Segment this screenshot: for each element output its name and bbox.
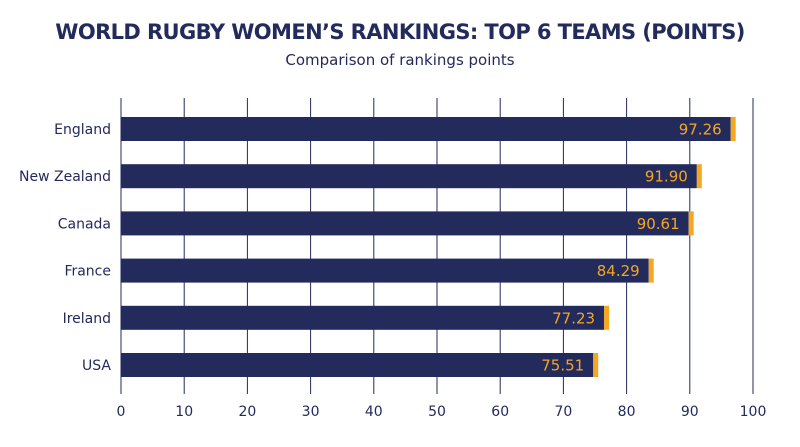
value-label: 97.26	[679, 121, 722, 139]
bar-cap	[688, 211, 694, 236]
x-tick-label: 60	[491, 404, 509, 420]
value-label: 77.23	[552, 309, 595, 327]
bar	[121, 258, 649, 283]
bar-cap	[730, 117, 736, 141]
x-tick-label: 80	[618, 404, 636, 420]
category-label: Ireland	[63, 311, 111, 327]
category-label: New Zealand	[19, 169, 111, 185]
category-label: Canada	[58, 216, 111, 232]
category-label: France	[64, 264, 111, 280]
chart-title: WORLD RUGBY WOMEN’S RANKINGS: TOP 6 TEAM…	[55, 20, 745, 44]
value-label: 91.90	[645, 168, 688, 186]
bar	[121, 305, 605, 330]
chart-subtitle: Comparison of rankings points	[285, 51, 515, 69]
bar	[121, 353, 594, 377]
value-label: 90.61	[637, 215, 680, 233]
gridlines	[120, 98, 754, 394]
x-tick-label: 100	[740, 404, 767, 420]
category-label: England	[54, 122, 111, 138]
bar	[121, 117, 731, 141]
bar-cap	[696, 164, 702, 189]
bar-cap	[648, 258, 654, 283]
bar-cap	[604, 305, 610, 330]
x-tick-label: 90	[681, 404, 699, 420]
value-label: 75.51	[541, 357, 584, 375]
category-label: USA	[82, 358, 111, 374]
x-tick-label: 40	[365, 404, 383, 420]
x-axis-ticks: 0 10 20 30 40 50 60 70 80 90 100	[117, 404, 767, 420]
x-tick-label: 30	[302, 404, 320, 420]
x-tick-label: 50	[428, 404, 446, 420]
x-tick-label: 10	[175, 404, 193, 420]
x-tick-label: 0	[117, 404, 126, 420]
category-labels: England New Zealand Canada France Ireland USA	[19, 122, 111, 374]
bar-cap	[593, 353, 599, 377]
bar	[121, 164, 697, 189]
value-label: 84.29	[597, 262, 640, 280]
bar	[121, 211, 689, 236]
x-tick-label: 20	[238, 404, 256, 420]
x-tick-label: 70	[554, 404, 572, 420]
bars: 97.26 91.90 90.61 84.29 77.23 75.51	[121, 117, 736, 377]
